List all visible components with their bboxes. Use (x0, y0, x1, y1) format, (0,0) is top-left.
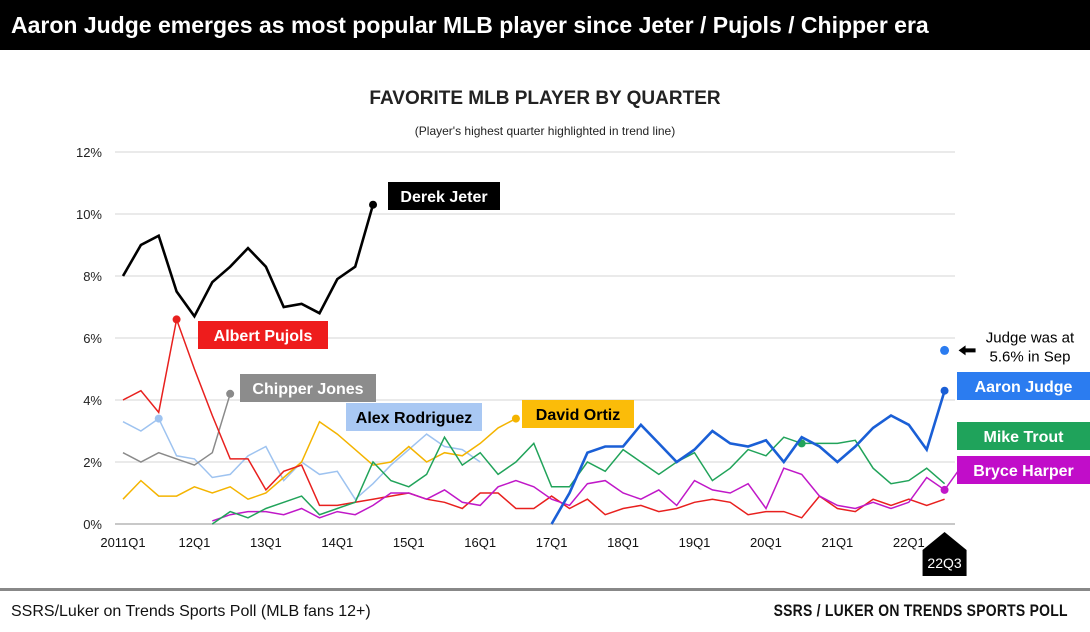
y-tick-label: 12% (76, 145, 102, 160)
series-label-chipper-jones: Chipper Jones (252, 381, 363, 398)
peak-marker-albert-pujols (172, 315, 181, 324)
label-box-derek-jeter (388, 182, 500, 210)
label-box-bryce-harper (957, 456, 1090, 484)
y-tick-label: 2% (83, 455, 102, 470)
series-lines (121, 200, 964, 525)
series-label-aaron-judge: Aaron Judge (975, 379, 1073, 396)
series-label-david-ortiz: David Ortiz (536, 407, 620, 424)
label-box-aaron-judge (957, 372, 1090, 400)
arrow-left-icon (958, 345, 976, 356)
y-tick-label: 6% (83, 331, 102, 346)
brand-label: SSRS / LUKER ON TRENDS SPORTS POLL (773, 601, 1068, 620)
chart-title: FAVORITE MLB PLAYER BY QUARTER (369, 88, 721, 109)
x-tick-label: 21Q1 (821, 535, 853, 550)
series-line-david-ortiz (122, 417, 517, 501)
series-label-albert-pujols: Albert Pujols (214, 328, 313, 345)
label-box-chipper-jones (240, 374, 376, 402)
series-line-mike-trout (211, 435, 946, 525)
x-tick-label: 12Q1 (179, 535, 211, 550)
x-tick-label: 18Q1 (607, 535, 639, 550)
current-quarter-label: 22Q3 (927, 555, 961, 571)
series-line-derek-jeter (121, 204, 375, 319)
footer-divider (0, 588, 1090, 591)
x-tick-label: 22Q1 (893, 535, 925, 550)
september-point (940, 345, 950, 355)
headline: Aaron Judge emerges as most popular MLB … (0, 0, 1090, 50)
chart-subtitle: (Player's highest quarter highlighted in… (414, 124, 676, 138)
series-label-derek-jeter: Derek Jeter (400, 189, 487, 206)
source-note: SSRS/Luker on Trends Sports Poll (MLB fa… (11, 603, 371, 620)
y-tick-label: 10% (76, 207, 102, 222)
peak-marker-bryce-harper (940, 485, 949, 494)
x-tick-label: 20Q1 (750, 535, 782, 550)
x-tick-label: 15Q1 (393, 535, 425, 550)
series-line-bryce-harper (212, 464, 964, 522)
current-quarter-marker (922, 532, 967, 576)
series-label-bryce-harper: Bryce Harper (973, 463, 1074, 480)
series-label-alex-rodriguez: Alex Rodriguez (356, 410, 472, 427)
line-chart: 0% 2% 4% 6% 8% 10% 12% 2011Q1 12Q1 13Q1 14Q1 15Q1 1… (76, 145, 1090, 576)
x-tick-label: 2011Q1 (100, 535, 145, 550)
series-line-chipper-jones (122, 393, 231, 466)
label-box-david-ortiz (522, 400, 634, 428)
peak-marker-aaron-judge (940, 386, 949, 395)
x-tick-label: 13Q1 (250, 535, 282, 550)
y-tick-label: 4% (83, 393, 102, 408)
x-tick-label: 17Q1 (536, 535, 568, 550)
label-box-albert-pujols (198, 321, 328, 349)
x-axis-ticks: 2011Q1 12Q1 13Q1 14Q1 15Q1 16Q1 17Q1 18Q1 19Q1 20… (100, 532, 967, 576)
series-line-albert-pujols (122, 316, 945, 519)
series-labels: Derek Jeter Albert Pujols Chipper Jones Ale… (198, 182, 1090, 484)
annotations: Judge was at 5.6% in Sep (940, 329, 1075, 365)
peak-marker-david-ortiz (511, 414, 520, 423)
peak-marker-derek-jeter (369, 200, 378, 209)
y-tick-label: 8% (83, 269, 102, 284)
peak-marker-chipper-jones (226, 389, 235, 398)
label-box-mike-trout (957, 422, 1090, 450)
series-label-mike-trout: Mike Trout (983, 429, 1064, 446)
x-tick-label: 19Q1 (679, 535, 711, 550)
peak-marker-alex-rodriguez (154, 414, 163, 423)
series-line-aaron-judge (550, 390, 946, 525)
annotation-line-1: Judge was at (986, 329, 1075, 346)
annotation-line-2: 5.6% in Sep (990, 348, 1071, 365)
x-tick-label: 14Q1 (321, 535, 353, 550)
y-tick-label: 0% (83, 517, 102, 532)
x-tick-label: 16Q1 (464, 535, 496, 550)
y-axis-ticks: 0% 2% 4% 6% 8% 10% 12% (76, 145, 102, 532)
label-box-alex-rodriguez (346, 403, 482, 431)
